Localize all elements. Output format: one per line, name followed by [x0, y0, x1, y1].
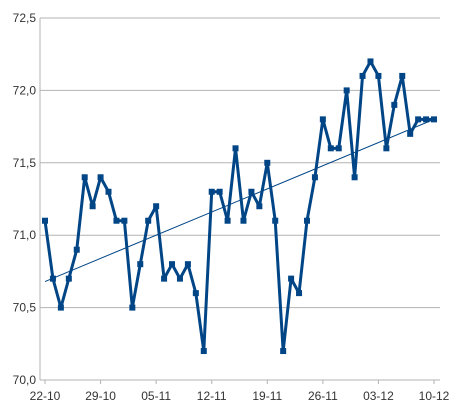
y-tick-label: 72,5	[13, 11, 37, 25]
data-point	[49, 275, 56, 282]
data-point	[327, 145, 334, 152]
x-tick-label: 05-11	[141, 389, 171, 403]
data-point	[42, 217, 48, 224]
data-point	[423, 116, 430, 123]
gridlines	[40, 17, 440, 309]
data-point	[224, 217, 231, 224]
data-point	[280, 348, 287, 355]
data-point	[169, 261, 176, 268]
data-point	[184, 261, 191, 268]
data-point	[335, 145, 342, 152]
data-point	[65, 275, 72, 282]
data-point	[431, 116, 437, 123]
data-point	[391, 101, 398, 108]
y-tick-label: 72,0	[13, 83, 37, 97]
trendline-group	[44, 118, 435, 282]
data-point	[311, 174, 318, 181]
data-point	[264, 159, 271, 166]
data-point	[208, 188, 215, 195]
data-point	[97, 174, 104, 181]
x-axis-tick-labels: 22-10 29-10 05-11 12-11 19-11 26-11 03-12 10-12	[30, 389, 450, 403]
x-tick-label: 29-10	[85, 389, 116, 403]
data-point	[129, 304, 136, 311]
x-tick-label: 19-11	[252, 389, 282, 403]
data-point	[248, 188, 255, 195]
data-point	[256, 203, 263, 210]
data-point	[216, 188, 223, 195]
data-point	[89, 203, 96, 210]
x-tick-label: 12-11	[197, 389, 227, 403]
data-point	[200, 348, 207, 355]
data-point	[232, 145, 239, 152]
data-point	[399, 72, 406, 79]
data-point	[137, 261, 144, 268]
x-tick-label: 26-11	[308, 389, 338, 403]
data-point	[121, 217, 128, 224]
data-point	[359, 72, 366, 79]
y-axis-tick-labels: 70,0 70,5 71,0 71,5 72,0 72,5	[13, 11, 37, 387]
data-point	[161, 275, 168, 282]
data-point	[145, 217, 152, 224]
y-tick-label: 70,0	[13, 373, 37, 387]
trendline	[44, 118, 435, 282]
data-point	[383, 145, 390, 152]
data-point	[375, 72, 382, 79]
data-point	[415, 116, 422, 123]
data-point	[153, 203, 160, 210]
y-tick-label: 71,0	[13, 228, 37, 242]
axes	[39, 18, 440, 384]
data-point	[192, 290, 199, 297]
data-point	[240, 217, 247, 224]
x-tick-label: 10-12	[419, 389, 450, 403]
data-point	[288, 275, 295, 282]
data-point	[407, 130, 414, 137]
data-point	[367, 58, 374, 65]
data-point	[351, 174, 358, 181]
x-tick-label: 03-12	[363, 389, 394, 403]
data-point	[296, 290, 303, 297]
data-point	[303, 217, 310, 224]
data-point	[343, 87, 350, 94]
data-point	[319, 116, 326, 123]
x-tick-label: 22-10	[30, 389, 61, 403]
data-point	[57, 304, 64, 311]
data-point	[176, 275, 183, 282]
series-group	[42, 58, 437, 355]
data-point	[113, 217, 120, 224]
data-point	[105, 188, 112, 195]
data-point	[73, 246, 80, 253]
y-tick-label: 70,5	[13, 301, 37, 315]
data-point	[272, 217, 279, 224]
data-point	[81, 174, 88, 181]
y-tick-label: 71,5	[13, 156, 37, 170]
